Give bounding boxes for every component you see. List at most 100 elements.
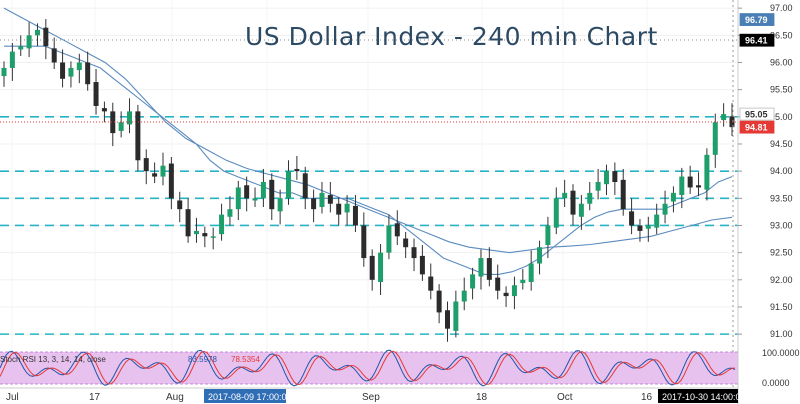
price-badge: 94.81 xyxy=(739,120,775,134)
candle[interactable] xyxy=(428,263,434,300)
candle[interactable] xyxy=(562,179,568,207)
candle[interactable] xyxy=(311,189,317,223)
candle[interactable] xyxy=(378,243,384,296)
candle[interactable] xyxy=(294,155,300,180)
candle[interactable] xyxy=(478,249,484,290)
candle[interactable] xyxy=(654,203,660,235)
candle[interactable] xyxy=(260,168,266,207)
candle[interactable] xyxy=(34,23,40,47)
candle[interactable] xyxy=(587,182,593,211)
y-tick-label: 94.50 xyxy=(770,139,793,149)
candle[interactable] xyxy=(595,168,601,200)
candle[interactable] xyxy=(51,37,57,69)
candle[interactable] xyxy=(244,176,250,212)
candle[interactable] xyxy=(18,35,24,56)
candle[interactable] xyxy=(670,186,676,213)
moving-average-line xyxy=(3,7,733,254)
price-badges: 96.79 96.41 95.05 94.81 xyxy=(739,13,775,134)
candle[interactable] xyxy=(135,104,141,172)
y-tick-label: 95.00 xyxy=(770,112,793,122)
candle[interactable] xyxy=(60,49,66,88)
candle[interactable] xyxy=(9,42,15,81)
candle[interactable] xyxy=(679,167,685,209)
candle[interactable] xyxy=(219,203,225,241)
candle[interactable] xyxy=(152,162,158,184)
candle[interactable] xyxy=(687,165,693,194)
candles[interactable] xyxy=(1,19,735,342)
candle[interactable] xyxy=(185,198,191,243)
candle[interactable] xyxy=(336,197,342,226)
candle[interactable] xyxy=(444,301,450,342)
candle[interactable] xyxy=(168,157,174,210)
candle[interactable] xyxy=(118,111,124,138)
candle[interactable] xyxy=(85,51,91,91)
candle[interactable] xyxy=(570,184,576,226)
rsi-label: Stoch RSI 13, 3, 14, 14, close xyxy=(0,355,106,364)
moving-averages xyxy=(3,7,733,275)
candle[interactable] xyxy=(352,195,358,232)
candle[interactable] xyxy=(202,226,208,248)
y-tick-label: 93.50 xyxy=(770,193,793,203)
candle[interactable] xyxy=(386,214,392,260)
candle[interactable] xyxy=(93,69,99,115)
candle[interactable] xyxy=(629,198,635,235)
candle[interactable] xyxy=(235,180,241,221)
candle[interactable] xyxy=(537,240,543,275)
price-axis[interactable]: 97.00 96.50 96.00 95.50 95.00 94.50 94.00 93.50… xyxy=(737,0,793,404)
candle[interactable] xyxy=(193,217,199,243)
candle[interactable] xyxy=(369,249,375,291)
candle[interactable] xyxy=(495,264,501,300)
candle[interactable] xyxy=(252,187,258,207)
candle[interactable] xyxy=(411,238,417,272)
candle[interactable] xyxy=(620,168,626,216)
candle[interactable] xyxy=(344,195,350,226)
candle[interactable] xyxy=(545,216,551,259)
candle[interactable] xyxy=(361,212,367,267)
candle[interactable] xyxy=(704,148,710,201)
candle[interactable] xyxy=(177,191,183,223)
candle[interactable] xyxy=(419,245,425,281)
candle[interactable] xyxy=(528,250,534,291)
candle[interactable] xyxy=(68,61,74,88)
candle[interactable] xyxy=(286,160,292,205)
candle[interactable] xyxy=(327,182,333,213)
candle[interactable] xyxy=(277,189,283,225)
candle[interactable] xyxy=(101,101,107,123)
candle[interactable] xyxy=(1,61,7,87)
candle[interactable] xyxy=(76,53,82,84)
y-tick-label: 96.50 xyxy=(770,30,793,40)
candle[interactable] xyxy=(227,196,233,226)
candle[interactable] xyxy=(612,162,618,196)
candle[interactable] xyxy=(394,210,400,246)
candle[interactable] xyxy=(461,277,467,311)
candle[interactable] xyxy=(721,103,727,127)
candle[interactable] xyxy=(302,166,308,210)
price-badge: 96.41 xyxy=(739,33,775,47)
candle[interactable] xyxy=(520,268,526,290)
candle[interactable] xyxy=(160,152,166,186)
candle[interactable] xyxy=(553,187,559,235)
candle[interactable] xyxy=(603,164,609,196)
candle[interactable] xyxy=(319,182,325,214)
candle[interactable] xyxy=(210,227,216,250)
candle[interactable] xyxy=(578,195,584,230)
candle[interactable] xyxy=(403,231,409,259)
candle[interactable] xyxy=(43,19,49,60)
candle[interactable] xyxy=(645,216,651,242)
candle[interactable] xyxy=(662,190,668,224)
candle[interactable] xyxy=(712,113,718,168)
candle[interactable] xyxy=(637,218,643,242)
candle[interactable] xyxy=(696,172,702,197)
y-tick-label: 91.50 xyxy=(770,302,793,312)
candle[interactable] xyxy=(470,267,476,300)
candle[interactable] xyxy=(110,102,116,147)
candle[interactable] xyxy=(511,276,517,310)
candle[interactable] xyxy=(503,286,509,307)
candle[interactable] xyxy=(143,149,149,185)
candle[interactable] xyxy=(127,98,133,134)
candle[interactable] xyxy=(453,290,459,338)
candle[interactable] xyxy=(436,284,442,324)
candle[interactable] xyxy=(486,247,492,287)
candle[interactable] xyxy=(269,173,275,221)
candle[interactable] xyxy=(26,22,32,58)
